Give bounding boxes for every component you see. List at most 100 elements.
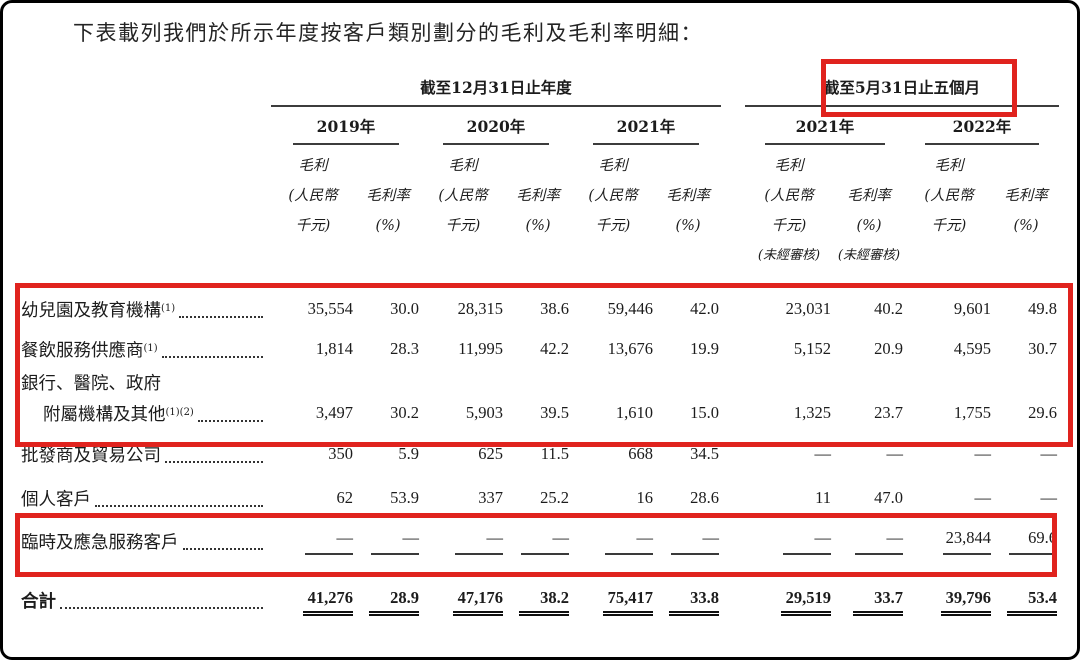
subheader-line: 千元)	[595, 218, 631, 234]
value-cell: 49.8	[1028, 299, 1057, 318]
total-cell: 28.9	[355, 588, 421, 616]
value-cell: —	[655, 528, 721, 555]
value-cell: 40.2	[874, 299, 903, 318]
subheader-line: 千元)	[295, 218, 331, 234]
ruled-value: —	[305, 528, 353, 555]
value-cell: 42.2	[540, 339, 569, 358]
value-cell: 625	[478, 444, 503, 463]
value-cell: —	[814, 444, 832, 463]
dot-leader	[197, 419, 263, 422]
value-cell: 30.2	[390, 403, 419, 422]
subheader-line: 毛利	[598, 158, 628, 174]
value-cell: —	[745, 528, 833, 555]
value-cell: 3,497	[315, 403, 353, 422]
total-cell: 53.4	[993, 588, 1059, 616]
value-cell: —	[421, 528, 505, 555]
subheader-line: (人民幣	[288, 188, 338, 204]
table-row-kindergartens: 幼兒園及教育機構 (1) 35,554 30.0 28,315 38.6 59,4…	[21, 289, 1059, 329]
year-label: 2019年	[293, 115, 399, 145]
value-cell: 25.2	[540, 488, 569, 507]
value-cell: 35,554	[307, 299, 353, 318]
value-cell: 19.9	[690, 339, 719, 358]
header-row-measures: 毛利 (人民幣 千元) 毛利率 (%) 毛利 (人民幣 千元) 毛利率 (%) …	[21, 151, 1059, 275]
year-label: 2022年	[925, 115, 1039, 145]
row-label: 臨時及應急服務客戶	[21, 529, 271, 554]
spacer	[21, 563, 1059, 577]
value-cell: 28.6	[690, 488, 719, 507]
subheader-line: 毛利率	[1004, 188, 1048, 204]
row-label: 批發商及貿易公司	[21, 442, 271, 467]
subheader-gross-profit: 毛利 (人民幣 千元)	[571, 151, 655, 275]
total-cell: 41,276	[271, 588, 355, 616]
value-cell: 11	[815, 488, 831, 507]
row-label: 銀行、醫院、政府	[21, 370, 271, 395]
value-cell: 668	[628, 444, 653, 463]
header-row-years: 2019年 2020年 2021年 2021年 2022年	[21, 107, 1059, 145]
year-label: 2021年	[593, 115, 699, 145]
ruled-value: —	[371, 528, 419, 555]
value-cell: 1,610	[615, 403, 653, 422]
row-label-text: 批發商及貿易公司	[21, 445, 161, 466]
unaudited-note: (未經審核)	[837, 248, 901, 263]
year-label: 2020年	[443, 115, 549, 145]
value-cell: 1,814	[315, 339, 353, 358]
total-cell: 47,176	[421, 588, 505, 616]
value-cell: 16	[636, 488, 654, 507]
value-cell: —	[271, 528, 355, 555]
value-cell: 1,755	[953, 403, 991, 422]
value-cell: 1,325	[793, 403, 831, 422]
subheader-line: (%)	[525, 218, 551, 234]
table-row-wholesalers: 批發商及貿易公司 350 5.9 625 11.5 668 34.5 — — —…	[21, 431, 1059, 477]
table-row-banks-line1: 銀行、醫院、政府	[21, 369, 1059, 395]
column-group-five-months: 截至5月31日止五個月	[745, 76, 1059, 107]
subheader-line: (%)	[375, 218, 401, 234]
dot-leader	[179, 315, 263, 318]
dot-leader	[161, 355, 263, 358]
value-cell: 5,903	[465, 403, 503, 422]
total-cell: 39,796	[905, 588, 993, 616]
year-column-2019: 2019年	[271, 115, 421, 145]
subheader-gross-profit: 毛利 (人民幣 千元)	[421, 151, 505, 275]
spacer-cell	[21, 151, 271, 275]
row-label-text: 餐飲服務供應商	[21, 340, 144, 361]
subheader-gross-margin: 毛利率 (%)	[655, 151, 721, 275]
year-column-2022-five-months: 2022年	[905, 115, 1059, 145]
total-value: 75,417	[603, 588, 653, 616]
value-cell: 28,315	[457, 299, 503, 318]
subheader-line: 千元)	[931, 218, 967, 234]
ruled-value: 69.6	[1009, 528, 1057, 555]
total-cell: 75,417	[571, 588, 655, 616]
value-cell: 15.0	[690, 403, 719, 422]
total-cell: 29,519	[745, 588, 833, 616]
year-column-2021-five-months: 2021年	[745, 115, 905, 145]
value-cell: —	[505, 528, 571, 555]
total-value: 33.7	[853, 588, 903, 616]
year-column-2021: 2021年	[571, 115, 721, 145]
value-cell: 39.5	[540, 403, 569, 422]
subheader-gross-margin-unaudited: 毛利率 (%) (未經審核)	[833, 151, 905, 275]
total-value: 28.9	[369, 588, 419, 616]
table-row-total: 合計 41,276 28.9 47,176 38.2 75,417 33.8 2…	[21, 577, 1059, 623]
ruled-value: 23,844	[943, 528, 991, 555]
value-cell: 5.9	[398, 444, 419, 463]
ruled-value: —	[605, 528, 653, 555]
subheader-line: (%)	[856, 218, 882, 234]
total-value: 53.4	[1007, 588, 1057, 616]
table-row-individuals: 個人客戶 62 53.9 337 25.2 16 28.6 11 47.0 — …	[21, 477, 1059, 519]
dot-leader	[60, 606, 263, 609]
value-cell: 9,601	[953, 299, 991, 318]
value-cell: 34.5	[690, 444, 719, 463]
value-cell: —	[833, 528, 905, 555]
subheader-line: 毛利	[774, 158, 804, 174]
footnote-ref: (1)	[143, 342, 158, 354]
table-row-temporary-emergency: 臨時及應急服務客戶 — — — — — — — — 23,844 69.6	[21, 519, 1059, 563]
header-row-groups: 截至12月31日止年度 截至5月31日止五個月	[21, 63, 1059, 107]
subheader-line: 毛利率	[847, 188, 891, 204]
gross-profit-table: 截至12月31日止年度 截至5月31日止五個月 2019年 2020年 2021…	[21, 63, 1059, 623]
subheader-gross-margin: 毛利率 (%)	[355, 151, 421, 275]
dot-leader	[95, 504, 263, 507]
row-label-text: 銀行、醫院、政府	[21, 373, 161, 394]
value-cell: 23,844	[905, 528, 993, 555]
dot-leader	[165, 460, 263, 463]
